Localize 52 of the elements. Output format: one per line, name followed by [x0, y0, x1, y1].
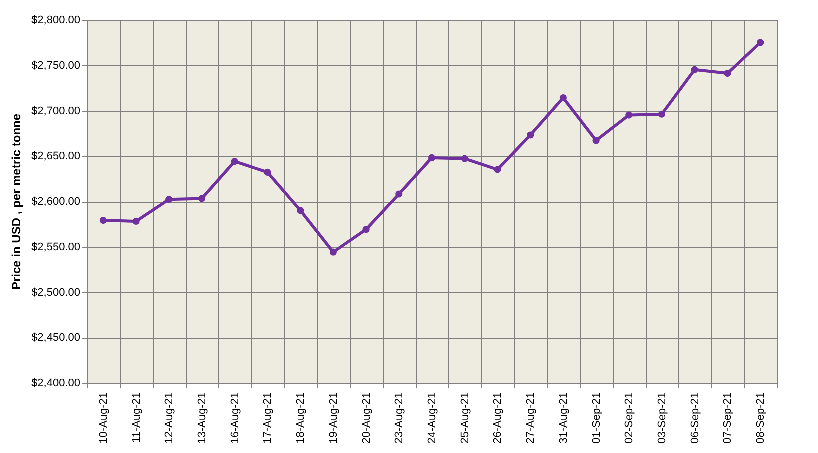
x-tick-label: 08-Sep-21 [755, 392, 768, 444]
x-tick-label: 02-Sep-21 [624, 392, 636, 444]
point [362, 226, 370, 234]
point [461, 155, 468, 162]
y-tick-label: $2,800.00 [32, 14, 80, 26]
y-tick-label: $2,450.00 [32, 332, 80, 344]
y-tick-label: $2,650.00 [32, 150, 80, 163]
x-tick-label: 11-Aug-21 [130, 392, 143, 444]
point [330, 248, 337, 256]
point [626, 112, 633, 119]
y-tick-label: $2,550.00 [32, 241, 80, 254]
point [428, 154, 436, 162]
y-tick-label: $2,400.00 [32, 378, 80, 390]
y-axis-title: Price in USD , per metric tonne [10, 114, 24, 290]
x-tick-label: 13-Aug-21 [196, 392, 208, 444]
point [494, 166, 502, 174]
x-tick-label: 31-Aug-21 [558, 392, 570, 444]
x-tick-label: 27-Aug-21 [525, 392, 538, 444]
y-tick-label: $2,700.00 [32, 105, 80, 118]
point [198, 195, 206, 202]
point [592, 137, 600, 144]
y-tick-label: $2,750.00 [32, 60, 80, 72]
point [264, 168, 272, 176]
point [757, 39, 764, 46]
point [724, 70, 732, 78]
point [231, 158, 238, 166]
point [166, 196, 173, 204]
x-tick-label: 20-Aug-21 [360, 392, 373, 444]
point [658, 110, 666, 118]
point [100, 217, 107, 224]
x-tick-label: 17-Aug-21 [262, 392, 274, 444]
x-tick-label: 06-Sep-21 [689, 392, 702, 444]
x-tick-label: 10-Aug-21 [98, 392, 110, 444]
x-tick-label: 19-Aug-21 [328, 392, 340, 444]
x-tick-label: 24-Aug-21 [426, 392, 438, 444]
x-tick-label: 23-Aug-21 [394, 392, 406, 444]
point [560, 94, 567, 102]
x-tick-label: 25-Aug-21 [459, 392, 472, 444]
point [297, 207, 304, 214]
x-tick-label: 16-Aug-21 [229, 392, 242, 444]
x-tick-label: 01-Sep-21 [590, 392, 603, 444]
y-tick-label: $2,600.00 [32, 196, 80, 208]
point [527, 132, 534, 139]
point [396, 190, 403, 198]
point [132, 218, 140, 225]
x-tick-label: 12-Aug-21 [164, 392, 176, 444]
x-tick-label: 26-Aug-21 [492, 392, 504, 444]
x-tick-label: 18-Aug-21 [295, 392, 308, 444]
x-tick-label: 07-Sep-21 [722, 392, 734, 444]
point [691, 66, 698, 74]
y-tick-label: $2,500.00 [32, 286, 80, 299]
x-tick-label: 03-Sep-21 [656, 392, 668, 444]
